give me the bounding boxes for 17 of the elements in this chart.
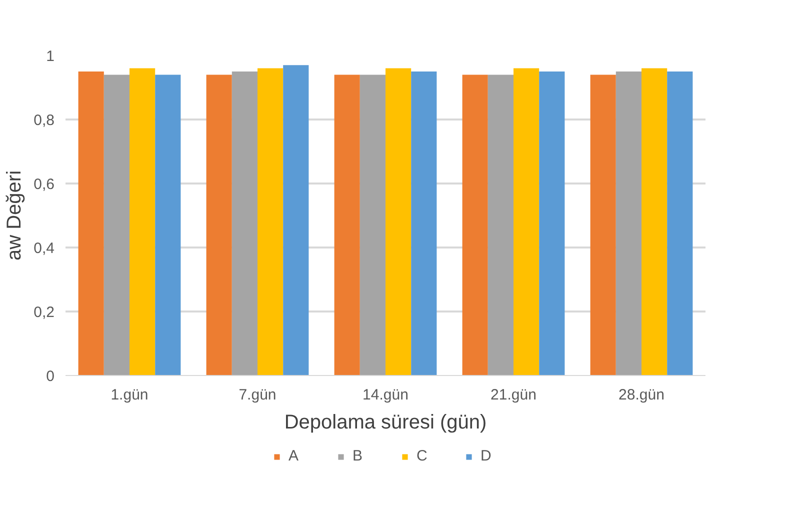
- x-tick-label: 28.gün: [618, 386, 664, 404]
- x-tick-label: 7.gün: [238, 386, 276, 404]
- legend-label: A: [288, 448, 300, 464]
- y-tick-label: 0,8: [34, 112, 55, 129]
- x-tick-label: 21.gün: [490, 386, 536, 404]
- y-tick-label: 0,2: [34, 304, 55, 321]
- y-tick-label: 0: [46, 368, 54, 385]
- legend-label: C: [416, 448, 428, 464]
- y-tick-label: 0,4: [34, 240, 55, 257]
- x-axis-title: Depolama süresi (gün): [284, 412, 487, 434]
- legend-label: D: [480, 448, 492, 464]
- x-tick-label: 1.gün: [110, 386, 148, 404]
- y-tick-label: 0,6: [34, 176, 55, 193]
- x-tick-label: 14.gün: [362, 386, 408, 404]
- y-tick-label: 1: [46, 48, 54, 65]
- legend-label: B: [352, 448, 364, 464]
- y-axis-title: aw Değeri: [4, 170, 26, 261]
